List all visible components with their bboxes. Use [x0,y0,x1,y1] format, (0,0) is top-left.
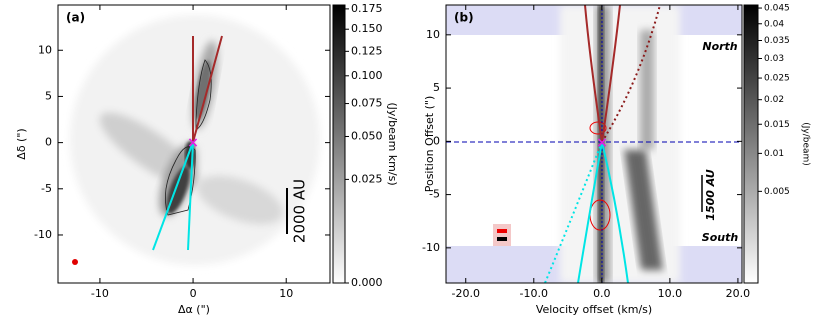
colorbar-label: (Jy/beam km/s) [386,102,399,185]
x-tick-label: 10.0 [658,287,683,300]
svg-text:×: × [596,135,608,151]
svg-text:×: × [187,135,199,151]
x-tick-label: -10 [91,287,109,300]
x-tick-label: 0 [190,287,197,300]
x-tick-label: 0.0 [593,287,611,300]
colorbar-label: (Jy/beam) [801,122,811,166]
colorbar-tick-label: 0.035 [764,36,790,46]
x-tick-label: -10.0 [520,287,548,300]
colorbar-tick-label: 0.03 [764,54,784,64]
panel-label: (b) [454,11,474,25]
x-axis-label: Δα (") [178,303,210,316]
colorbar-tick-label: 0.175 [351,2,383,15]
colorbar-tick-label: 0.150 [351,22,383,35]
colorbar-tick-label: 0.005 [764,187,790,197]
y-tick-label: 10 [426,28,440,41]
x-tick-label: -20.0 [451,287,479,300]
plot-frame [445,4,743,284]
x-tick-label: 10 [279,287,293,300]
panel-label: (a) [66,11,85,25]
annotation: 1500 AU [704,169,717,220]
colorbar-tick-label: 0.125 [351,44,383,57]
colorbar-a [332,4,346,284]
colorbar-tick-label: 0.025 [351,172,383,185]
colorbar-tick-label: 0.02 [764,95,784,105]
plot-frame [57,4,331,284]
y-tick-label: -5 [41,182,52,195]
y-tick-label: -10 [34,228,52,241]
y-tick-label: 10 [38,43,52,56]
annotation: South [702,231,739,244]
y-axis-label: Position Offset (") [423,96,436,193]
colorbar-tick-label: 0.100 [351,69,383,82]
y-tick-label: -5 [429,188,440,201]
annotation: North [702,40,737,53]
colorbar-tick-label: 0.025 [764,74,790,84]
annotation: 2000 AU [291,179,309,243]
y-tick-label: 5 [45,89,52,102]
colorbar-tick-label: 0.04 [764,19,784,29]
colorbar-tick-label: 0.000 [351,276,383,289]
colorbar-tick-label: 0.050 [351,129,383,142]
colorbar-tick-label: 0.01 [764,149,784,159]
colorbar-tick-label: 0.045 [764,4,790,14]
colorbar-b [743,4,759,284]
y-tick-label: 5 [433,81,440,94]
colorbar-tick-label: 0.015 [764,120,790,130]
x-tick-label: 20.0 [726,287,751,300]
y-axis-label: Δδ (") [15,128,28,159]
colorbar-tick-label: 0.075 [351,97,383,110]
image-b: × [446,5,742,283]
y-tick-label: 0 [433,134,440,147]
y-tick-label: 0 [45,136,52,149]
image-a: × [70,15,320,265]
x-axis-label: Velocity offset (km/s) [536,303,652,316]
y-tick-label: -10 [422,241,440,254]
